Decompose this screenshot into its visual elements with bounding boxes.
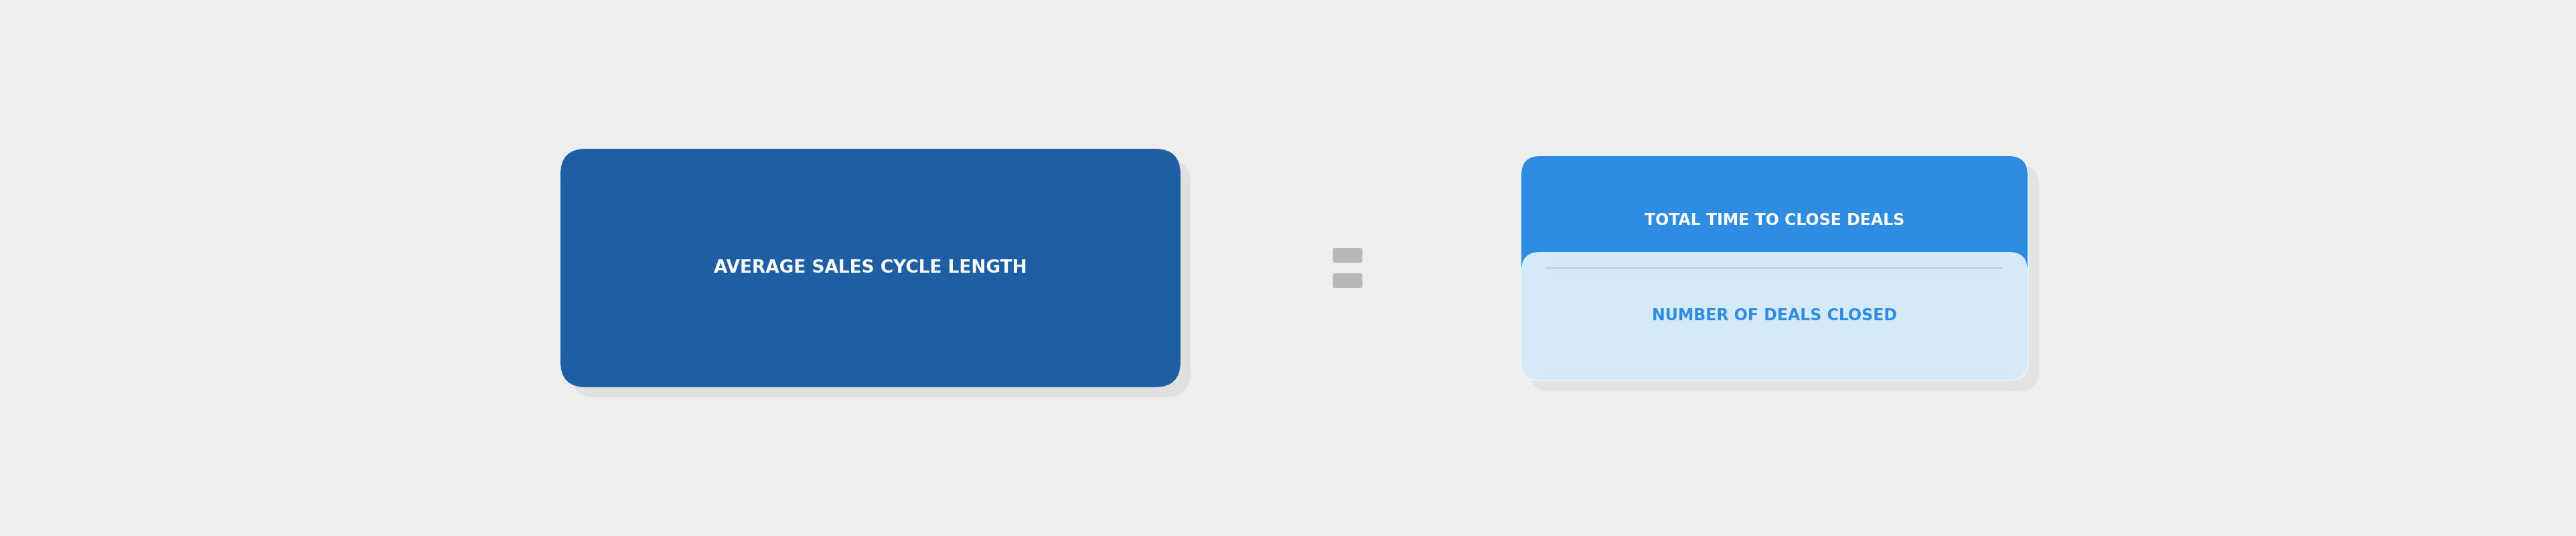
- FancyBboxPatch shape: [569, 159, 1190, 397]
- FancyBboxPatch shape: [562, 149, 1180, 387]
- Text: NUMBER OF DEALS CLOSED: NUMBER OF DEALS CLOSED: [1651, 308, 1896, 324]
- FancyBboxPatch shape: [1530, 165, 2038, 391]
- Text: AVERAGE SALES CYCLE LENGTH: AVERAGE SALES CYCLE LENGTH: [714, 259, 1028, 277]
- FancyBboxPatch shape: [1332, 273, 1363, 288]
- FancyBboxPatch shape: [1520, 252, 2027, 380]
- Text: TOTAL TIME TO CLOSE DEALS: TOTAL TIME TO CLOSE DEALS: [1643, 212, 1904, 228]
- FancyBboxPatch shape: [1332, 248, 1363, 263]
- FancyBboxPatch shape: [1520, 155, 2027, 381]
- FancyBboxPatch shape: [1520, 156, 2027, 284]
